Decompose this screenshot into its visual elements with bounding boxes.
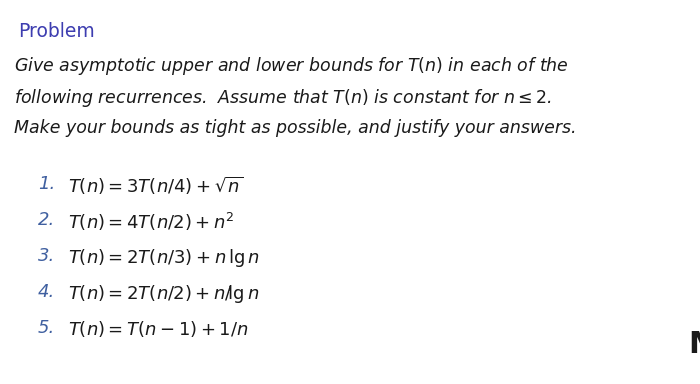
Text: 1.: 1.: [38, 175, 55, 193]
Text: $T(n) = 2T(n/3) + n\,\mathrm{lg}\,n$: $T(n) = 2T(n/3) + n\,\mathrm{lg}\,n$: [68, 247, 260, 269]
Text: 5.: 5.: [38, 319, 55, 337]
Text: $T(n) = 4T(n/2) + n^2$: $T(n) = 4T(n/2) + n^2$: [68, 211, 235, 233]
Text: $T(n) = 3T(n/4) + \sqrt{n}$: $T(n) = 3T(n/4) + \sqrt{n}$: [68, 175, 244, 197]
Text: Give asymptotic upper and lower bounds for $T(n)$ in each of the: Give asymptotic upper and lower bounds f…: [14, 55, 569, 77]
Text: $T(n) = 2T(n/2) + n/\!\mathrm{lg}\,n$: $T(n) = 2T(n/2) + n/\!\mathrm{lg}\,n$: [68, 283, 260, 305]
Text: 3.: 3.: [38, 247, 55, 265]
Text: Problem: Problem: [18, 22, 95, 41]
Text: 2.: 2.: [38, 211, 55, 229]
Text: $T(n) = T(n-1) + 1/n$: $T(n) = T(n-1) + 1/n$: [68, 319, 248, 339]
Text: following recurrences.  Assume that $T(n)$ is constant for $n \leq 2$.: following recurrences. Assume that $T(n)…: [14, 87, 552, 109]
Text: 4.: 4.: [38, 283, 55, 301]
Text: Make your bounds as tight as possible, and justify your answers.: Make your bounds as tight as possible, a…: [14, 119, 577, 137]
Text: $\mathbf{M}$: $\mathbf{M}$: [688, 330, 700, 359]
